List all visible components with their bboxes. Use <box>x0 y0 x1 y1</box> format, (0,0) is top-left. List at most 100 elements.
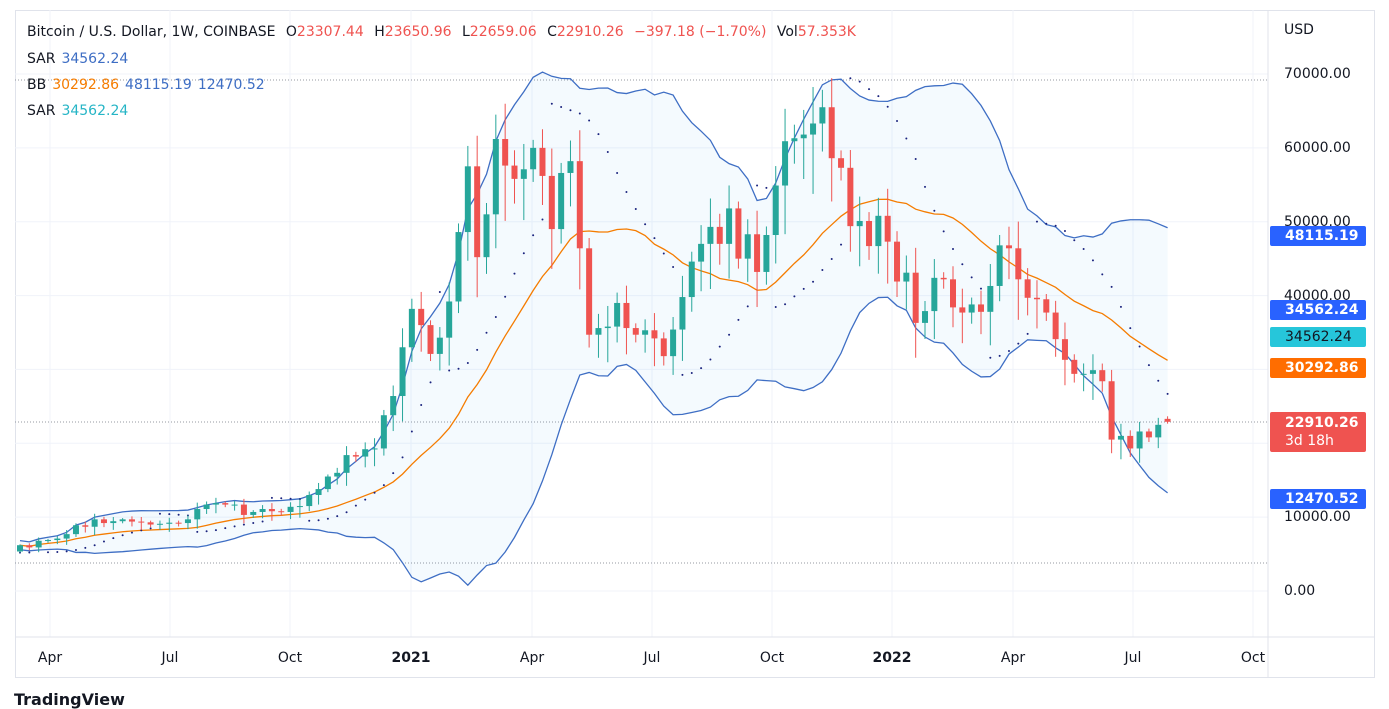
volume: Vol57.353K <box>777 24 856 40</box>
ohlc-low: L22659.06 <box>462 24 537 40</box>
sar-dot <box>989 356 992 359</box>
sar-dot <box>793 295 796 298</box>
candle-body <box>968 304 975 313</box>
candle-body <box>427 325 434 354</box>
sar-dot <box>886 105 889 108</box>
time-tick-label: Jul <box>1124 650 1142 666</box>
sar-dot <box>177 513 180 516</box>
candle-body <box>1033 297 1040 300</box>
candle-body <box>110 521 117 524</box>
sar-dot <box>868 88 871 91</box>
candle-body <box>754 234 761 272</box>
volume-value: 57.353K <box>797 24 856 40</box>
sar-dot <box>84 546 87 549</box>
last-price-label: 22910.26 3d 18h <box>1270 412 1366 452</box>
sar-dot <box>728 333 731 336</box>
sar-dot <box>690 371 693 374</box>
sar-dot <box>140 529 143 532</box>
sar-dot <box>56 550 59 553</box>
candle-body <box>1061 339 1068 360</box>
sar-dot <box>961 263 964 266</box>
time-tick-label: Apr <box>37 650 63 666</box>
candle-body <box>856 220 863 227</box>
candle-body <box>1145 431 1152 438</box>
candle-body <box>735 208 742 259</box>
candle-body <box>1015 248 1022 280</box>
close-label: C <box>547 24 557 40</box>
sar-dot <box>569 109 572 112</box>
sar-value: 34562.24 <box>61 103 129 119</box>
sar-dot <box>737 318 740 321</box>
change-value: −397.18 (−1.70%) <box>634 24 767 40</box>
sar-dot <box>158 512 161 515</box>
candle-body <box>604 326 611 329</box>
sar-legend-1[interactable]: SAR 34562.24 <box>27 51 134 67</box>
candle-body <box>763 235 770 272</box>
sar-dot <box>979 287 982 290</box>
price-tick-label: 40000.00 <box>1284 287 1351 304</box>
sar-dot <box>774 306 777 309</box>
candle-body <box>772 185 779 236</box>
bb-basis-line <box>19 198 1168 547</box>
sar-dot <box>597 133 600 136</box>
sar-dot <box>662 252 665 255</box>
sar-dot <box>102 540 105 543</box>
close-value: 22910.26 <box>556 24 624 40</box>
candle-body <box>306 494 313 507</box>
sar-dot <box>1082 247 1085 250</box>
sar-dot <box>1129 327 1132 330</box>
time-tick-label: Jul <box>643 650 661 666</box>
sar-dot <box>830 258 833 261</box>
candle-body <box>996 245 1003 286</box>
candle-body <box>1127 435 1134 449</box>
candle-body <box>436 337 443 354</box>
candle-body <box>268 509 275 512</box>
sar-dot <box>382 484 385 487</box>
sar-dot <box>429 381 432 384</box>
chart-frame <box>15 10 1375 678</box>
sar-dot <box>336 515 339 518</box>
sar-dot <box>952 248 954 251</box>
candle-body <box>548 175 555 230</box>
candle-body <box>1052 312 1059 340</box>
sar-value: 34562.24 <box>61 51 129 67</box>
sar-legend-2[interactable]: SAR 34562.24 <box>27 103 134 119</box>
candle-body <box>231 504 238 506</box>
sar-dot <box>653 237 656 240</box>
candle-body <box>903 272 910 282</box>
bb-upper-line <box>19 71 1168 543</box>
sar-dot <box>681 373 684 376</box>
candle-body <box>166 522 173 524</box>
sar-dot <box>905 137 908 140</box>
candle-body <box>959 307 966 313</box>
indicator-name: BB <box>27 77 47 93</box>
bb-legend[interactable]: BB 30292.86 48115.19 12470.52 <box>27 77 271 93</box>
bb-upper-value: 48115.19 <box>125 77 192 93</box>
sar-dot <box>644 223 647 226</box>
candle-body <box>483 214 490 258</box>
time-tick-label: Apr <box>519 650 545 666</box>
candle-body <box>744 234 751 259</box>
candle-body <box>931 277 938 312</box>
candle-body <box>63 534 70 539</box>
candle-body <box>222 503 229 505</box>
bb-fill <box>20 72 1168 586</box>
candle-body <box>315 489 322 495</box>
sar-dot <box>849 77 852 80</box>
high-value: 23650.96 <box>384 24 452 40</box>
ohlc-high: H23650.96 <box>374 24 451 40</box>
bb-lower-line <box>19 296 1168 587</box>
bb-basis-price-label: 30292.86 <box>1270 358 1366 378</box>
price-tick-label: 50000.00 <box>1284 213 1351 230</box>
currency-label: USD <box>1284 22 1314 38</box>
candle-body <box>296 506 303 508</box>
sar-dot <box>1110 285 1113 288</box>
candle-body <box>558 172 565 230</box>
price-tick-label: 70000.00 <box>1284 66 1351 82</box>
low-value: 22659.06 <box>469 24 537 40</box>
sar-dot <box>494 316 497 319</box>
candle-body <box>1071 359 1078 374</box>
last-price-value: 22910.26 <box>1285 415 1359 431</box>
tradingview-logo[interactable]: TradingView <box>14 690 125 709</box>
